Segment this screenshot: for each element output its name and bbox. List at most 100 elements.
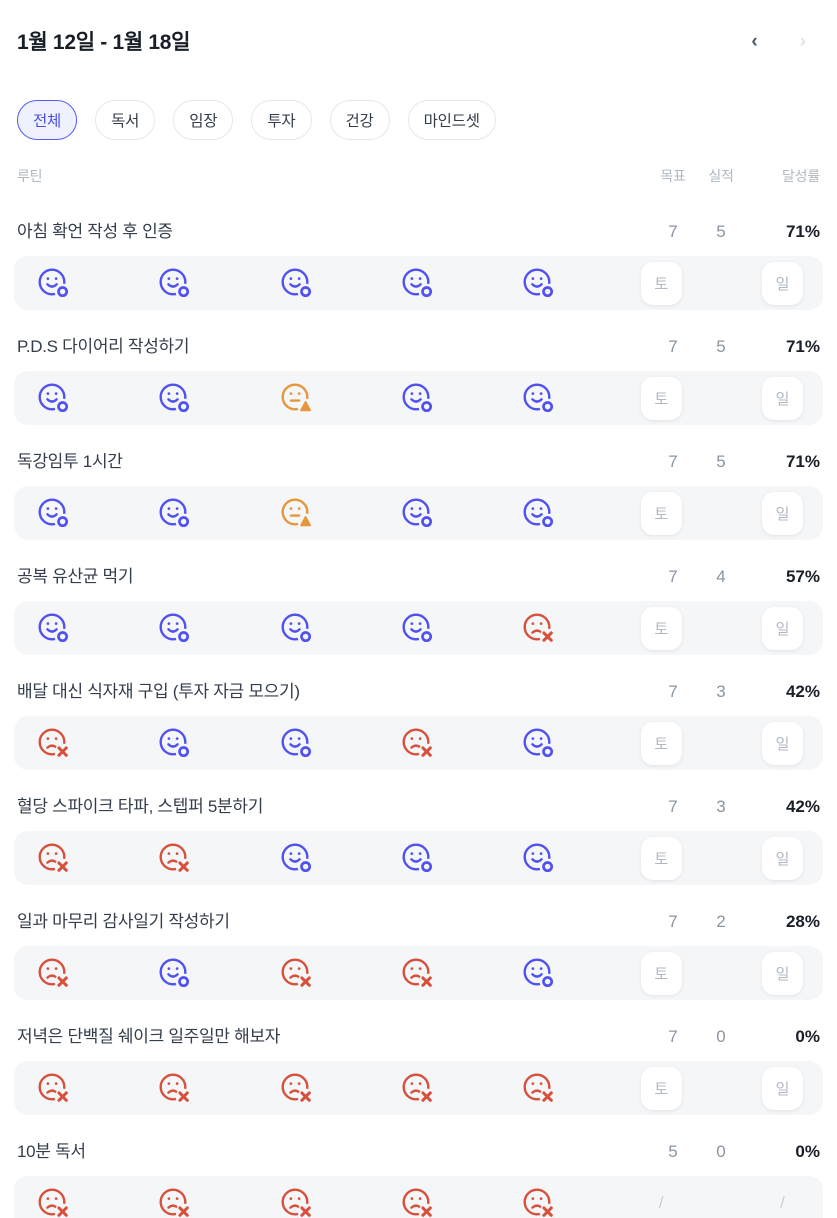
day-status-done[interactable] [519,952,560,995]
filter-chip-imjang[interactable]: 임장 [173,100,234,140]
day-placeholder-sunday[interactable]: 일 [761,261,803,305]
day-status-done[interactable] [398,377,439,420]
day-label: 토 [640,836,682,880]
day-status-done[interactable] [398,837,439,880]
day-status-done[interactable] [398,262,439,305]
frown-x-icon [159,1072,192,1105]
day-placeholder-saturday[interactable]: 토 [640,491,682,535]
day-status-miss[interactable] [519,607,560,650]
day-label: 일 [761,606,803,650]
routine-row-head: 독강임투 1시간 7 5 71% [17,448,820,476]
day-status-done[interactable] [519,492,560,535]
day-status-done[interactable] [277,262,318,305]
day-status-done[interactable] [155,262,196,305]
day-placeholder-saturday[interactable]: 토 [640,1066,682,1110]
day-status-done[interactable] [155,607,196,650]
day-status-done[interactable] [519,837,560,880]
day-status-miss[interactable] [34,1182,75,1218]
day-status-done[interactable] [519,262,560,305]
day-status-miss[interactable] [398,952,439,995]
day-status-miss[interactable] [34,952,75,995]
day-status-miss[interactable] [519,1182,560,1218]
day-status-miss[interactable] [398,722,439,765]
day-status-warn[interactable] [277,377,318,420]
day-status-miss[interactable] [155,837,196,880]
day-status-miss[interactable] [34,722,75,765]
day-status-miss[interactable] [155,1067,196,1110]
routine-row-head: 아침 확언 작성 후 인증 7 5 71% [17,218,820,246]
routine-title: P.D.S 다이어리 작성하기 [17,337,190,356]
smile-check-icon [523,842,556,875]
smile-check-icon [523,957,556,990]
day-label: 토 [640,491,682,535]
day-status-done[interactable] [34,377,75,420]
routine-title: 독강임투 1시간 [17,452,123,471]
day-status-done[interactable] [155,722,196,765]
day-label: 일 [761,1066,803,1110]
frown-x-icon [281,957,314,990]
day-status-miss[interactable] [277,952,318,995]
filter-chip-mindset[interactable]: 마인드셋 [407,100,496,140]
day-status-warn[interactable] [277,492,318,535]
filter-chip-health[interactable]: 건강 [329,100,390,140]
smile-check-icon [38,267,71,300]
goal-value: 7 [668,797,678,816]
day-label: 일 [761,836,803,880]
report-header: 1월 12일 - 1월 18일 ‹ › [17,0,820,56]
day-status-miss[interactable] [34,837,75,880]
day-not-applicable[interactable]: / [641,1182,682,1218]
day-status-miss[interactable] [277,1067,318,1110]
day-placeholder-sunday[interactable]: 일 [761,721,803,765]
goal-value: 7 [668,222,678,241]
routine-title: 혈당 스파이크 타파, 스텝퍼 5분하기 [17,797,264,816]
day-status-miss[interactable] [398,1182,439,1218]
day-placeholder-saturday[interactable]: 토 [640,261,682,305]
prev-week-button[interactable]: ‹ [747,28,761,55]
day-status-miss[interactable] [155,1182,196,1218]
day-status-done[interactable] [34,262,75,305]
day-status-done[interactable] [277,722,318,765]
column-rate: 달성률 [781,168,820,184]
day-status-done[interactable] [155,377,196,420]
filter-chip-reading[interactable]: 독서 [95,100,156,140]
smile-check-icon [159,727,192,760]
day-status-miss[interactable] [34,1067,75,1110]
day-placeholder-sunday[interactable]: 일 [761,376,803,420]
day-placeholder-sunday[interactable]: 일 [761,491,803,535]
frown-x-icon [38,727,71,760]
day-status-done[interactable] [519,722,560,765]
day-placeholder-saturday[interactable]: 토 [640,606,682,650]
day-not-applicable[interactable]: / [762,1182,803,1218]
goal-value: 7 [668,567,678,586]
day-placeholder-saturday[interactable]: 토 [640,376,682,420]
smile-check-icon [38,382,71,415]
routine-title: 일과 마무리 감사일기 작성하기 [17,912,230,931]
day-status-done[interactable] [155,492,196,535]
rate-value: 71% [785,452,820,471]
smile-check-icon [159,497,192,530]
day-placeholder-sunday[interactable]: 일 [761,951,803,995]
day-placeholder-saturday[interactable]: 토 [640,951,682,995]
day-status-done[interactable] [398,492,439,535]
day-placeholder-sunday[interactable]: 일 [761,1066,803,1110]
day-placeholder-saturday[interactable]: 토 [640,836,682,880]
day-status-miss[interactable] [398,1067,439,1110]
next-week-button[interactable]: › [796,28,810,55]
filter-chip-investment[interactable]: 투자 [251,100,312,140]
day-status-done[interactable] [34,492,75,535]
day-status-done[interactable] [155,952,196,995]
filter-chip-all[interactable]: 전체 [17,100,78,140]
day-status-done[interactable] [277,837,318,880]
day-placeholder-sunday[interactable]: 일 [761,836,803,880]
day-label: 일 [761,721,803,765]
day-status-miss[interactable] [277,1182,318,1218]
day-status-done[interactable] [519,377,560,420]
day-status-done[interactable] [277,607,318,650]
day-status-done[interactable] [398,607,439,650]
day-status-miss[interactable] [519,1067,560,1110]
day-status-done[interactable] [34,607,75,650]
day-placeholder-sunday[interactable]: 일 [761,606,803,650]
rate-value: 0% [795,1027,820,1046]
day-placeholder-saturday[interactable]: 토 [640,721,682,765]
